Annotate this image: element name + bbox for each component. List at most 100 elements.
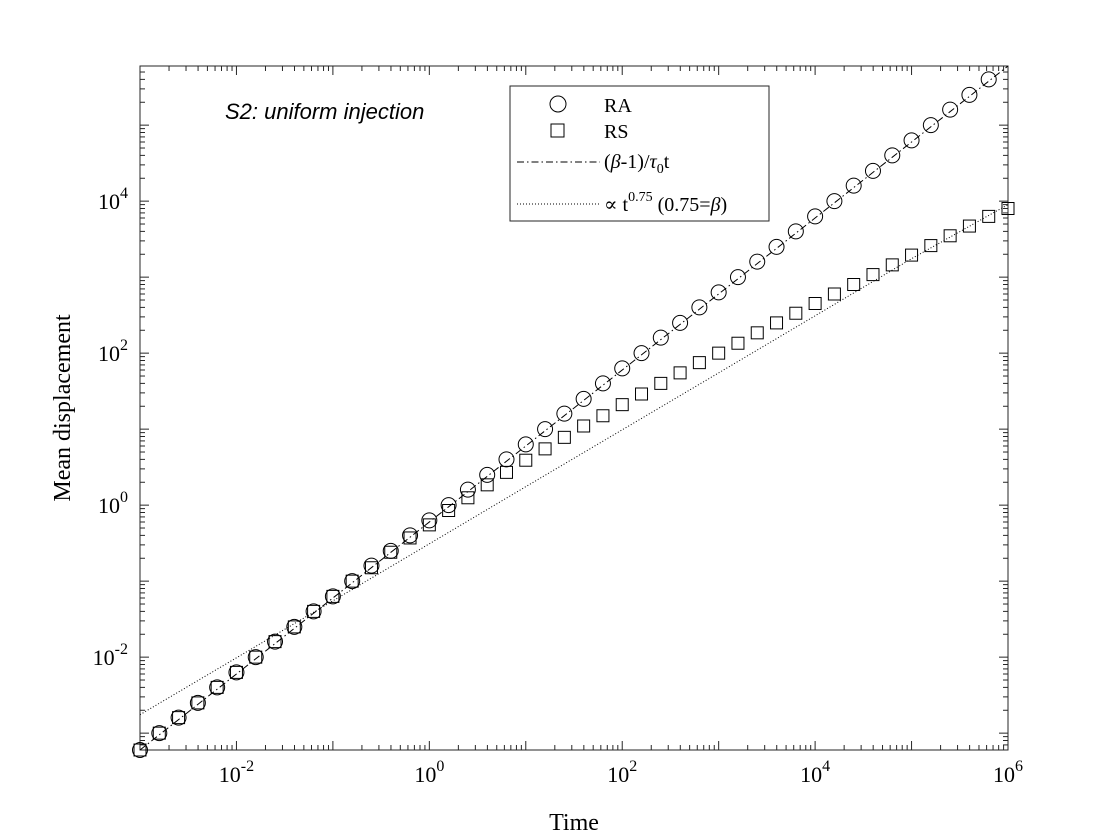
x-tick-label: 100 [414, 758, 444, 787]
ra-point [633, 345, 650, 362]
rs-point [615, 398, 629, 412]
rs-point [499, 465, 513, 479]
rs-point [519, 453, 533, 467]
ra-point [209, 679, 226, 696]
rs-point [712, 346, 726, 360]
rs-point [461, 491, 475, 505]
rs-point [210, 680, 224, 694]
rs-point [268, 635, 282, 649]
rs-point [982, 209, 996, 223]
ra-point [884, 147, 901, 164]
ra-point [402, 527, 419, 544]
ra-point [267, 633, 284, 650]
rs-point [307, 604, 321, 618]
ra-point [189, 694, 206, 711]
rs-point [403, 531, 417, 545]
rs-point [905, 248, 919, 262]
ra-point [845, 177, 862, 194]
ra-point [324, 588, 341, 605]
minor-ticks [140, 65, 1008, 751]
rs-point [654, 376, 668, 390]
ra-point [594, 375, 611, 392]
ra-point [903, 132, 920, 149]
ra-point [922, 117, 939, 134]
x-tick-label: 104 [800, 758, 830, 787]
ra-point [980, 71, 997, 88]
ra-point [247, 649, 264, 666]
rs-point [229, 665, 243, 679]
rs-point [538, 442, 552, 456]
ra-point [479, 466, 496, 483]
ra-point [305, 603, 322, 620]
ra-point [440, 497, 457, 514]
rs-point [943, 229, 957, 243]
legend-label-ra: RA [604, 95, 632, 117]
ra-point [170, 709, 187, 726]
ra-point [517, 436, 534, 453]
rs-point [770, 316, 784, 330]
rs-point [731, 336, 745, 350]
ra-point [768, 238, 785, 255]
rs-point [152, 726, 166, 740]
ra-point [459, 481, 476, 498]
ra-point [942, 101, 959, 118]
ra-point [575, 390, 592, 407]
rs-point [326, 589, 340, 603]
ra-point [421, 512, 438, 529]
legend-label-rs: RS [604, 121, 628, 143]
rs-point [384, 545, 398, 559]
ra-point [132, 742, 148, 758]
rs-point [577, 419, 591, 433]
rs-point [557, 430, 571, 444]
series-markers [132, 71, 1015, 758]
legend-label-linear: (β-1)/τ0t [604, 151, 670, 177]
major-ticks [139, 66, 1008, 750]
ra-point [864, 162, 881, 179]
legend-box [509, 85, 770, 222]
x-tick-label: 106 [993, 758, 1023, 787]
x-tick-labels: 10-2 100 102 104 106 [219, 758, 1023, 787]
rs-point [422, 518, 436, 532]
ra-point [556, 405, 573, 422]
rs-point [692, 356, 706, 370]
rs-point [1001, 202, 1015, 216]
ra-point [729, 269, 746, 286]
series-lines [140, 66, 1008, 750]
rs-point [847, 278, 861, 292]
y-tick-label: 102 [98, 337, 128, 366]
ra-point [228, 664, 245, 681]
rs-point [345, 574, 359, 588]
rs-point [885, 258, 899, 272]
rs-point [635, 387, 649, 401]
rs-point [596, 409, 610, 423]
linear-fit-line [140, 66, 1008, 750]
ra-point [710, 284, 727, 301]
ra-point [691, 299, 708, 316]
ra-point [807, 208, 824, 225]
ra-point [498, 451, 515, 468]
legend-label-power: ∝ t0.75 (0.75=β) [604, 190, 727, 216]
ra-point [749, 253, 766, 270]
ra-point [286, 618, 303, 635]
y-tick-labels: 10-2 100 102 104 [93, 185, 128, 670]
rs-point [172, 711, 186, 725]
rs-point [789, 306, 803, 320]
legend: RA RS (β-1)/τ0t ∝ t0.75 (0.75=β) [509, 85, 770, 222]
rs-point [364, 561, 378, 575]
y-tick-label: 10-2 [93, 641, 128, 670]
x-tick-label: 102 [607, 758, 637, 787]
y-tick-label: 104 [98, 185, 128, 214]
rs-point [866, 268, 880, 282]
chart-annotation: S2: uniform injection [225, 99, 424, 124]
ra-point [672, 314, 689, 331]
rs-point [924, 239, 938, 253]
rs-point [442, 504, 456, 518]
ra-point [826, 193, 843, 210]
ra-point [344, 573, 361, 590]
y-tick-label: 100 [98, 489, 128, 518]
ra-point [614, 360, 631, 377]
ra-point [787, 223, 804, 240]
x-axis-label: Time [549, 810, 599, 836]
rs-point [249, 650, 263, 664]
